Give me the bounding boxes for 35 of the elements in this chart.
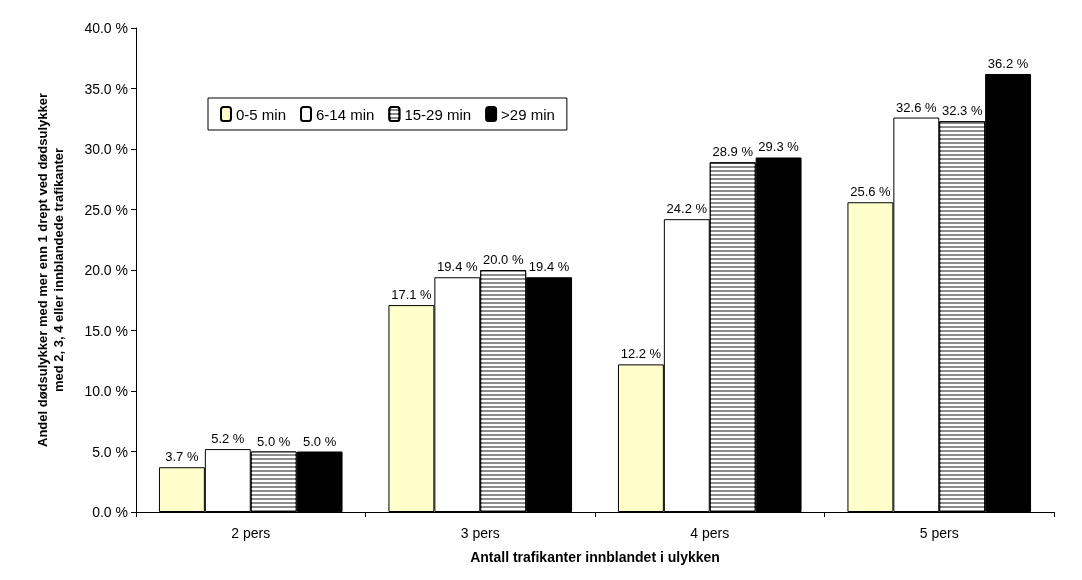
y-tick-label: 35.0 %	[84, 80, 128, 97]
y-tick-label: 30.0 %	[84, 141, 128, 157]
x-tick-label: 2 pers	[231, 525, 271, 541]
data-label: 36.2 %	[987, 55, 1029, 71]
data-label: 28.9 %	[712, 144, 754, 160]
data-label: 5.0 %	[302, 433, 337, 449]
y-tick-label: 0.0 %	[92, 504, 128, 520]
data-label: 5.2 %	[211, 431, 245, 447]
data-label: 17.1 %	[391, 287, 433, 303]
y-tick-label: 25.0 %	[84, 201, 128, 218]
x-tick-label: 5 pers	[919, 525, 959, 541]
data-label: 3.7 %	[165, 449, 199, 465]
data-label: 20.0 %	[482, 252, 524, 267]
y-tick-label: 5.0 %	[92, 443, 128, 460]
y-tick-label: 20.0 %	[84, 262, 128, 278]
data-label: 29.3 %	[758, 139, 800, 155]
x-tick-label: 4 pers	[690, 525, 730, 541]
legend-label: >29 min	[501, 105, 555, 123]
legend-label: 15-29 min	[404, 105, 472, 123]
legend-label: 6-14 min	[316, 105, 375, 123]
x-tick-label: 3 pers	[460, 525, 500, 541]
y-tick-label: 15.0 %	[84, 322, 128, 339]
y-axis-title: Andel dødsulykker med mer enn 1 drept ved dødsulykker med 2, 3, 4 eller innblandede trafikanter	[34, 93, 66, 447]
data-label: 32.3 %	[941, 103, 983, 119]
legend-label: 0-5 min	[236, 105, 287, 123]
data-label: 12.2 %	[620, 346, 662, 362]
y-tick-label: 40.0 %	[84, 20, 128, 36]
data-label: 19.4 %	[528, 259, 570, 275]
data-label: 5.0 %	[257, 433, 291, 449]
data-label: 19.4 %	[437, 259, 478, 275]
y-tick-label: 10.0 %	[84, 383, 128, 399]
data-label: 32.6 %	[896, 99, 937, 115]
x-axis-title: Antall trafikanter innblandet i ulykken	[470, 549, 720, 565]
data-label: 24.2 %	[666, 201, 708, 217]
data-label: 25.6 %	[850, 184, 892, 200]
